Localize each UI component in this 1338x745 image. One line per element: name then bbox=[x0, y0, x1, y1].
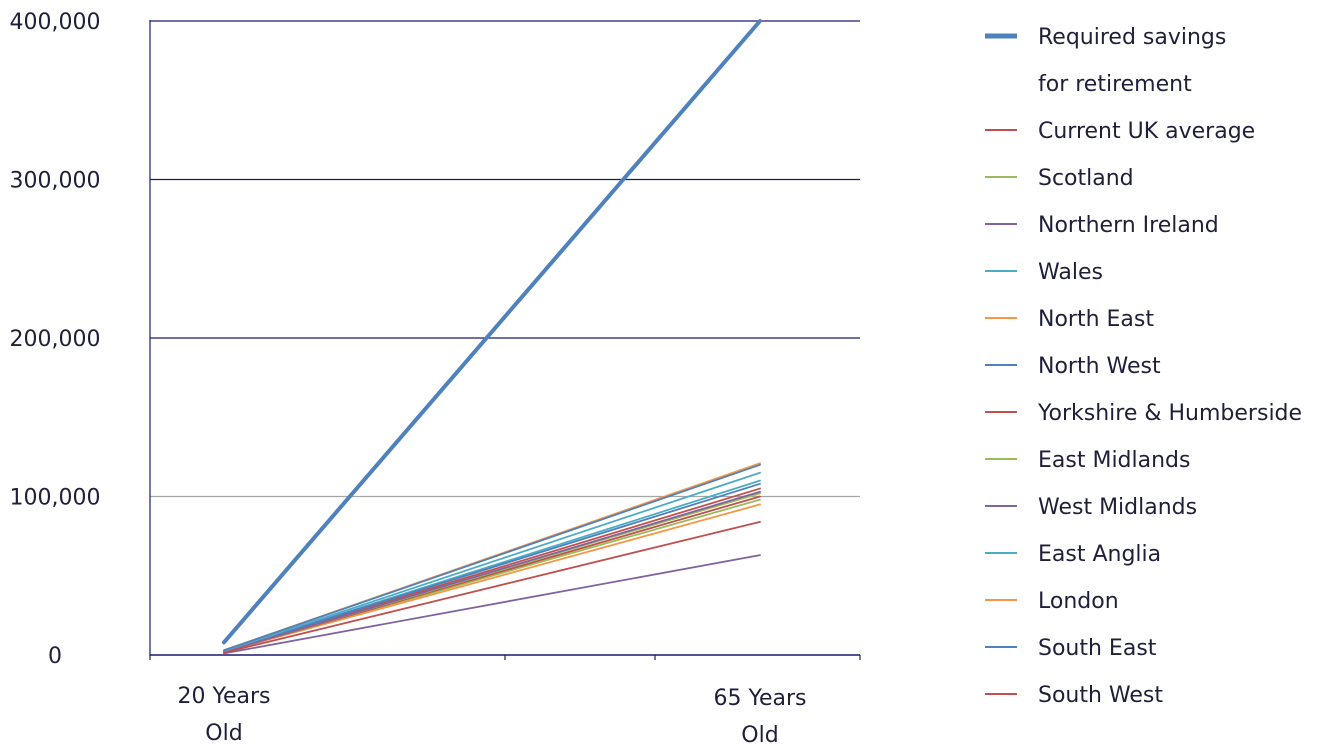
series-line bbox=[223, 520, 761, 654]
legend-item: Required savings for retirement bbox=[985, 25, 1226, 97]
y-tick-label: 400,000 bbox=[10, 10, 101, 35]
y-axis-ticks: 0 100,000 200,000 300,000 400,000 bbox=[10, 10, 101, 669]
legend-item: East Midlands bbox=[985, 448, 1191, 473]
legend-label: Scotland bbox=[1038, 166, 1134, 191]
legend-item: East Anglia bbox=[985, 542, 1161, 567]
series-line bbox=[223, 471, 761, 652]
legend-item: Yorkshire & Humberside bbox=[985, 401, 1302, 426]
legend-item: Northern Ireland bbox=[985, 213, 1219, 238]
series-lines bbox=[222, 19, 762, 655]
x-tick-label: Old bbox=[741, 723, 778, 745]
y-tick-label: 300,000 bbox=[10, 169, 101, 194]
legend-label: London bbox=[1038, 589, 1119, 614]
series-line bbox=[223, 490, 761, 653]
legend-label: North East bbox=[1038, 307, 1154, 332]
legend-label: Yorkshire & Humberside bbox=[1037, 401, 1302, 426]
legend-item: London bbox=[985, 589, 1119, 614]
legend-label: West Midlands bbox=[1038, 495, 1197, 520]
x-tick-label: Old bbox=[205, 721, 242, 745]
x-axis-ticks: 20 Years Old 65 Years Old bbox=[177, 684, 806, 745]
legend-label: South East bbox=[1038, 636, 1157, 661]
legend-label: for retirement bbox=[1038, 72, 1192, 97]
legend-item: Wales bbox=[985, 260, 1103, 285]
y-tick-label: 0 bbox=[48, 644, 62, 669]
series-line bbox=[222, 19, 762, 645]
legend-label: South West bbox=[1038, 683, 1163, 708]
gridlines bbox=[150, 20, 860, 498]
legend-label: East Midlands bbox=[1038, 448, 1191, 473]
series-line bbox=[223, 554, 761, 655]
legend-label: East Anglia bbox=[1038, 542, 1161, 567]
y-tick-label: 100,000 bbox=[10, 486, 101, 511]
x-tick-label: 20 Years bbox=[177, 684, 270, 709]
legend-item: North East bbox=[985, 307, 1154, 332]
legend-label: North West bbox=[1038, 354, 1161, 379]
series-line bbox=[223, 463, 761, 652]
legend-label: Wales bbox=[1038, 260, 1103, 285]
legend: Required savings for retirement Current UK… bbox=[985, 25, 1302, 708]
series-line bbox=[223, 482, 761, 652]
legend-item: Current UK average bbox=[985, 119, 1255, 144]
x-tick-label: 65 Years bbox=[713, 686, 806, 711]
legend-item: South West bbox=[985, 683, 1163, 708]
legend-item: West Midlands bbox=[985, 495, 1197, 520]
y-tick-label: 200,000 bbox=[10, 327, 101, 352]
legend-label: Required savings bbox=[1038, 25, 1226, 50]
legend-item: Scotland bbox=[985, 166, 1134, 191]
legend-label: Northern Ireland bbox=[1038, 213, 1219, 238]
axes bbox=[149, 20, 861, 660]
legend-item: North West bbox=[985, 354, 1161, 379]
series-line bbox=[223, 503, 761, 653]
legend-label: Current UK average bbox=[1038, 119, 1255, 144]
legend-item: South East bbox=[985, 636, 1157, 661]
